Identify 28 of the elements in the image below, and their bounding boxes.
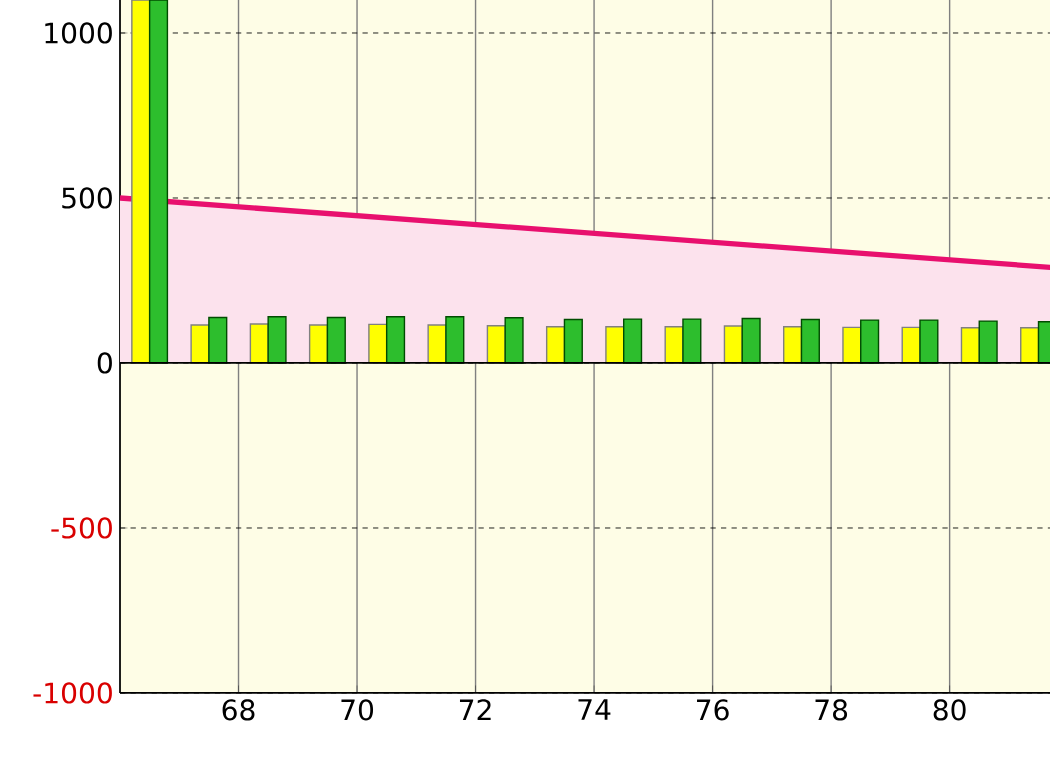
bar xyxy=(664,325,684,364)
bar xyxy=(427,324,447,364)
x-tick-label: 70 xyxy=(341,699,374,721)
bar xyxy=(782,325,803,364)
bar xyxy=(545,325,566,364)
x-tick-label: 80 xyxy=(933,699,966,721)
y-tick-label: 500 xyxy=(62,187,112,209)
y-tick-label: -1000 xyxy=(33,682,112,704)
bar xyxy=(960,326,980,364)
bar xyxy=(860,319,880,364)
x-tick-label: 76 xyxy=(697,699,729,721)
bar xyxy=(623,318,643,364)
x-tick-label: 68 xyxy=(222,699,255,721)
bar xyxy=(800,318,820,364)
bar xyxy=(308,324,329,364)
x-tick-label: 78 xyxy=(815,699,848,721)
x-tick-label: 72 xyxy=(459,699,491,721)
bar xyxy=(563,318,583,364)
bar xyxy=(723,325,743,364)
bar xyxy=(190,324,210,364)
bar xyxy=(385,316,406,364)
bar xyxy=(148,0,169,364)
y-tick-label: 1000 xyxy=(45,22,112,44)
x-tick-label: 74 xyxy=(578,699,611,720)
y-tick-label: 0 xyxy=(97,352,112,374)
bar xyxy=(605,325,625,364)
y-tick-label: -500 xyxy=(51,517,112,539)
bar xyxy=(131,0,151,364)
